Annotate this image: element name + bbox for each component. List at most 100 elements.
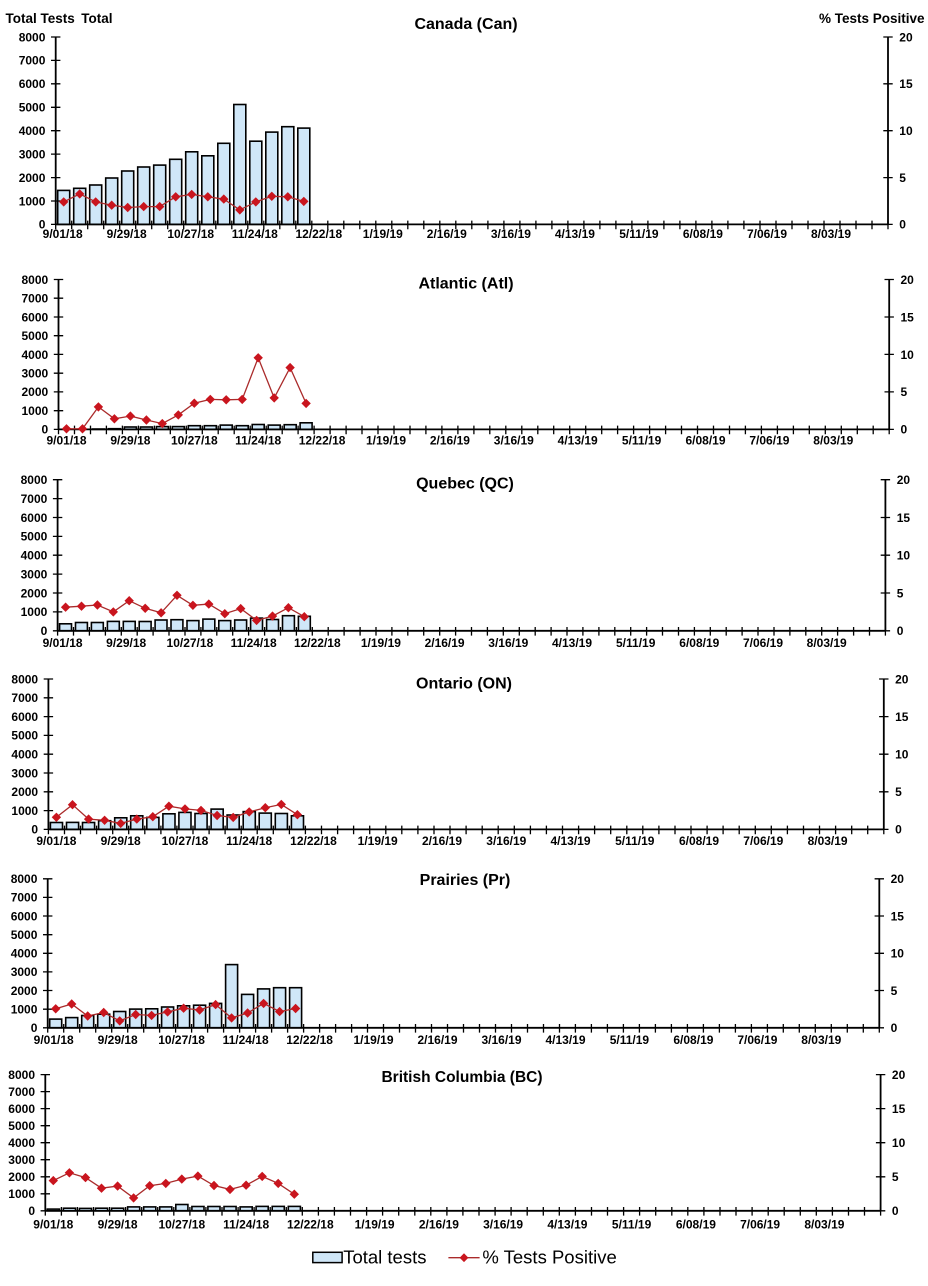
svg-text:Prairies (Pr): Prairies (Pr) xyxy=(420,872,511,889)
svg-text:1/19/19: 1/19/19 xyxy=(361,636,401,650)
svg-text:2/16/19: 2/16/19 xyxy=(419,1218,459,1232)
svg-text:9/01/18: 9/01/18 xyxy=(36,834,76,848)
svg-text:6/08/19: 6/08/19 xyxy=(679,834,719,848)
svg-text:6/08/19: 6/08/19 xyxy=(673,1033,713,1047)
svg-text:3000: 3000 xyxy=(21,367,48,381)
svg-text:8000: 8000 xyxy=(21,273,48,287)
svg-text:10: 10 xyxy=(897,549,911,563)
svg-text:8000: 8000 xyxy=(11,872,38,886)
svg-text:6/08/19: 6/08/19 xyxy=(683,227,723,241)
svg-text:5000: 5000 xyxy=(21,329,48,343)
svg-text:15: 15 xyxy=(897,511,911,525)
svg-text:9/29/18: 9/29/18 xyxy=(98,1218,138,1232)
svg-text:12/22/18: 12/22/18 xyxy=(286,1033,333,1047)
svg-text:20: 20 xyxy=(891,872,905,886)
svg-text:5: 5 xyxy=(895,785,902,799)
svg-text:2000: 2000 xyxy=(11,785,38,799)
svg-text:1000: 1000 xyxy=(8,1187,35,1201)
svg-text:6000: 6000 xyxy=(19,77,46,91)
svg-text:1000: 1000 xyxy=(21,605,48,619)
svg-text:8/03/19: 8/03/19 xyxy=(813,433,853,447)
svg-text:5: 5 xyxy=(899,171,906,185)
svg-text:15: 15 xyxy=(899,77,913,91)
svg-text:8000: 8000 xyxy=(21,473,48,487)
svg-text:0: 0 xyxy=(28,1204,35,1218)
svg-text:3/16/19: 3/16/19 xyxy=(494,433,534,447)
svg-text:7/06/19: 7/06/19 xyxy=(740,1218,780,1232)
svg-text:4000: 4000 xyxy=(11,748,38,762)
svg-text:% Tests Positive: % Tests Positive xyxy=(482,1246,616,1267)
svg-text:15: 15 xyxy=(901,310,915,324)
svg-text:20: 20 xyxy=(899,30,913,44)
svg-text:8000: 8000 xyxy=(8,1068,35,1082)
svg-text:20: 20 xyxy=(892,1068,906,1082)
svg-text:8000: 8000 xyxy=(11,672,38,686)
svg-text:7/06/19: 7/06/19 xyxy=(737,1033,777,1047)
svg-text:10/27/18: 10/27/18 xyxy=(167,227,214,241)
svg-text:1000: 1000 xyxy=(11,1003,38,1017)
svg-text:8/03/19: 8/03/19 xyxy=(801,1033,841,1047)
svg-text:9/01/18: 9/01/18 xyxy=(34,1033,74,1047)
svg-text:Total Tests Total: Total Tests Total xyxy=(6,11,113,26)
svg-text:4/13/19: 4/13/19 xyxy=(547,1218,587,1232)
svg-text:6/08/19: 6/08/19 xyxy=(676,1218,716,1232)
svg-text:15: 15 xyxy=(895,710,909,724)
svg-text:1/19/19: 1/19/19 xyxy=(358,834,398,848)
svg-text:11/24/18: 11/24/18 xyxy=(231,636,277,650)
svg-text:5: 5 xyxy=(891,984,898,998)
svg-text:9/29/18: 9/29/18 xyxy=(110,433,150,447)
svg-text:9/29/18: 9/29/18 xyxy=(101,834,141,848)
svg-text:0: 0 xyxy=(891,1021,898,1035)
svg-text:12/22/18: 12/22/18 xyxy=(294,636,341,650)
svg-text:4000: 4000 xyxy=(8,1136,35,1150)
svg-text:5/11/19: 5/11/19 xyxy=(616,636,656,650)
svg-text:2/16/19: 2/16/19 xyxy=(425,636,465,650)
svg-text:6000: 6000 xyxy=(21,511,48,525)
svg-text:1000: 1000 xyxy=(21,404,48,418)
svg-text:20: 20 xyxy=(901,273,915,287)
svg-text:4/13/19: 4/13/19 xyxy=(552,636,592,650)
svg-text:4000: 4000 xyxy=(19,124,46,138)
svg-text:3000: 3000 xyxy=(21,567,48,581)
svg-text:1/19/19: 1/19/19 xyxy=(366,433,406,447)
svg-text:9/29/18: 9/29/18 xyxy=(98,1033,138,1047)
svg-text:9/01/18: 9/01/18 xyxy=(33,1218,73,1232)
svg-text:9/29/18: 9/29/18 xyxy=(106,636,146,650)
svg-text:11/24/18: 11/24/18 xyxy=(226,834,272,848)
svg-text:5/11/19: 5/11/19 xyxy=(615,834,655,848)
svg-text:2/16/19: 2/16/19 xyxy=(427,227,467,241)
svg-text:15: 15 xyxy=(891,909,905,923)
svg-text:Quebec (QC): Quebec (QC) xyxy=(416,476,514,493)
svg-text:8/03/19: 8/03/19 xyxy=(807,636,847,650)
svg-text:4/13/19: 4/13/19 xyxy=(555,227,595,241)
svg-text:5000: 5000 xyxy=(11,928,38,942)
svg-text:5: 5 xyxy=(897,586,904,600)
svg-text:11/24/18: 11/24/18 xyxy=(232,227,278,241)
svg-text:% Tests Positive: % Tests Positive xyxy=(819,11,925,26)
svg-text:12/22/18: 12/22/18 xyxy=(295,227,342,241)
svg-text:3000: 3000 xyxy=(8,1153,35,1167)
svg-text:10: 10 xyxy=(899,124,913,138)
svg-text:5/11/19: 5/11/19 xyxy=(612,1218,652,1232)
svg-text:10: 10 xyxy=(895,748,909,762)
svg-text:9/29/18: 9/29/18 xyxy=(107,227,147,241)
svg-text:0: 0 xyxy=(897,624,904,638)
svg-text:7000: 7000 xyxy=(21,492,48,506)
svg-text:7000: 7000 xyxy=(21,292,48,306)
svg-text:8/03/19: 8/03/19 xyxy=(804,1218,844,1232)
svg-text:8000: 8000 xyxy=(19,30,46,44)
svg-text:15: 15 xyxy=(892,1102,906,1116)
svg-text:0: 0 xyxy=(892,1204,899,1218)
svg-text:10/27/18: 10/27/18 xyxy=(158,1033,205,1047)
svg-text:British Columbia (BC): British Columbia (BC) xyxy=(381,1069,542,1086)
svg-text:3/16/19: 3/16/19 xyxy=(483,1218,523,1232)
svg-text:5000: 5000 xyxy=(8,1119,35,1133)
svg-text:5: 5 xyxy=(901,385,908,399)
svg-text:3/16/19: 3/16/19 xyxy=(491,227,531,241)
svg-text:3000: 3000 xyxy=(19,147,46,161)
svg-text:Canada (Can): Canada (Can) xyxy=(414,16,517,33)
svg-text:1000: 1000 xyxy=(11,804,38,818)
svg-text:6/08/19: 6/08/19 xyxy=(685,433,725,447)
svg-text:Atlantic (Atl): Atlantic (Atl) xyxy=(418,276,513,293)
svg-text:11/24/18: 11/24/18 xyxy=(223,1218,269,1232)
